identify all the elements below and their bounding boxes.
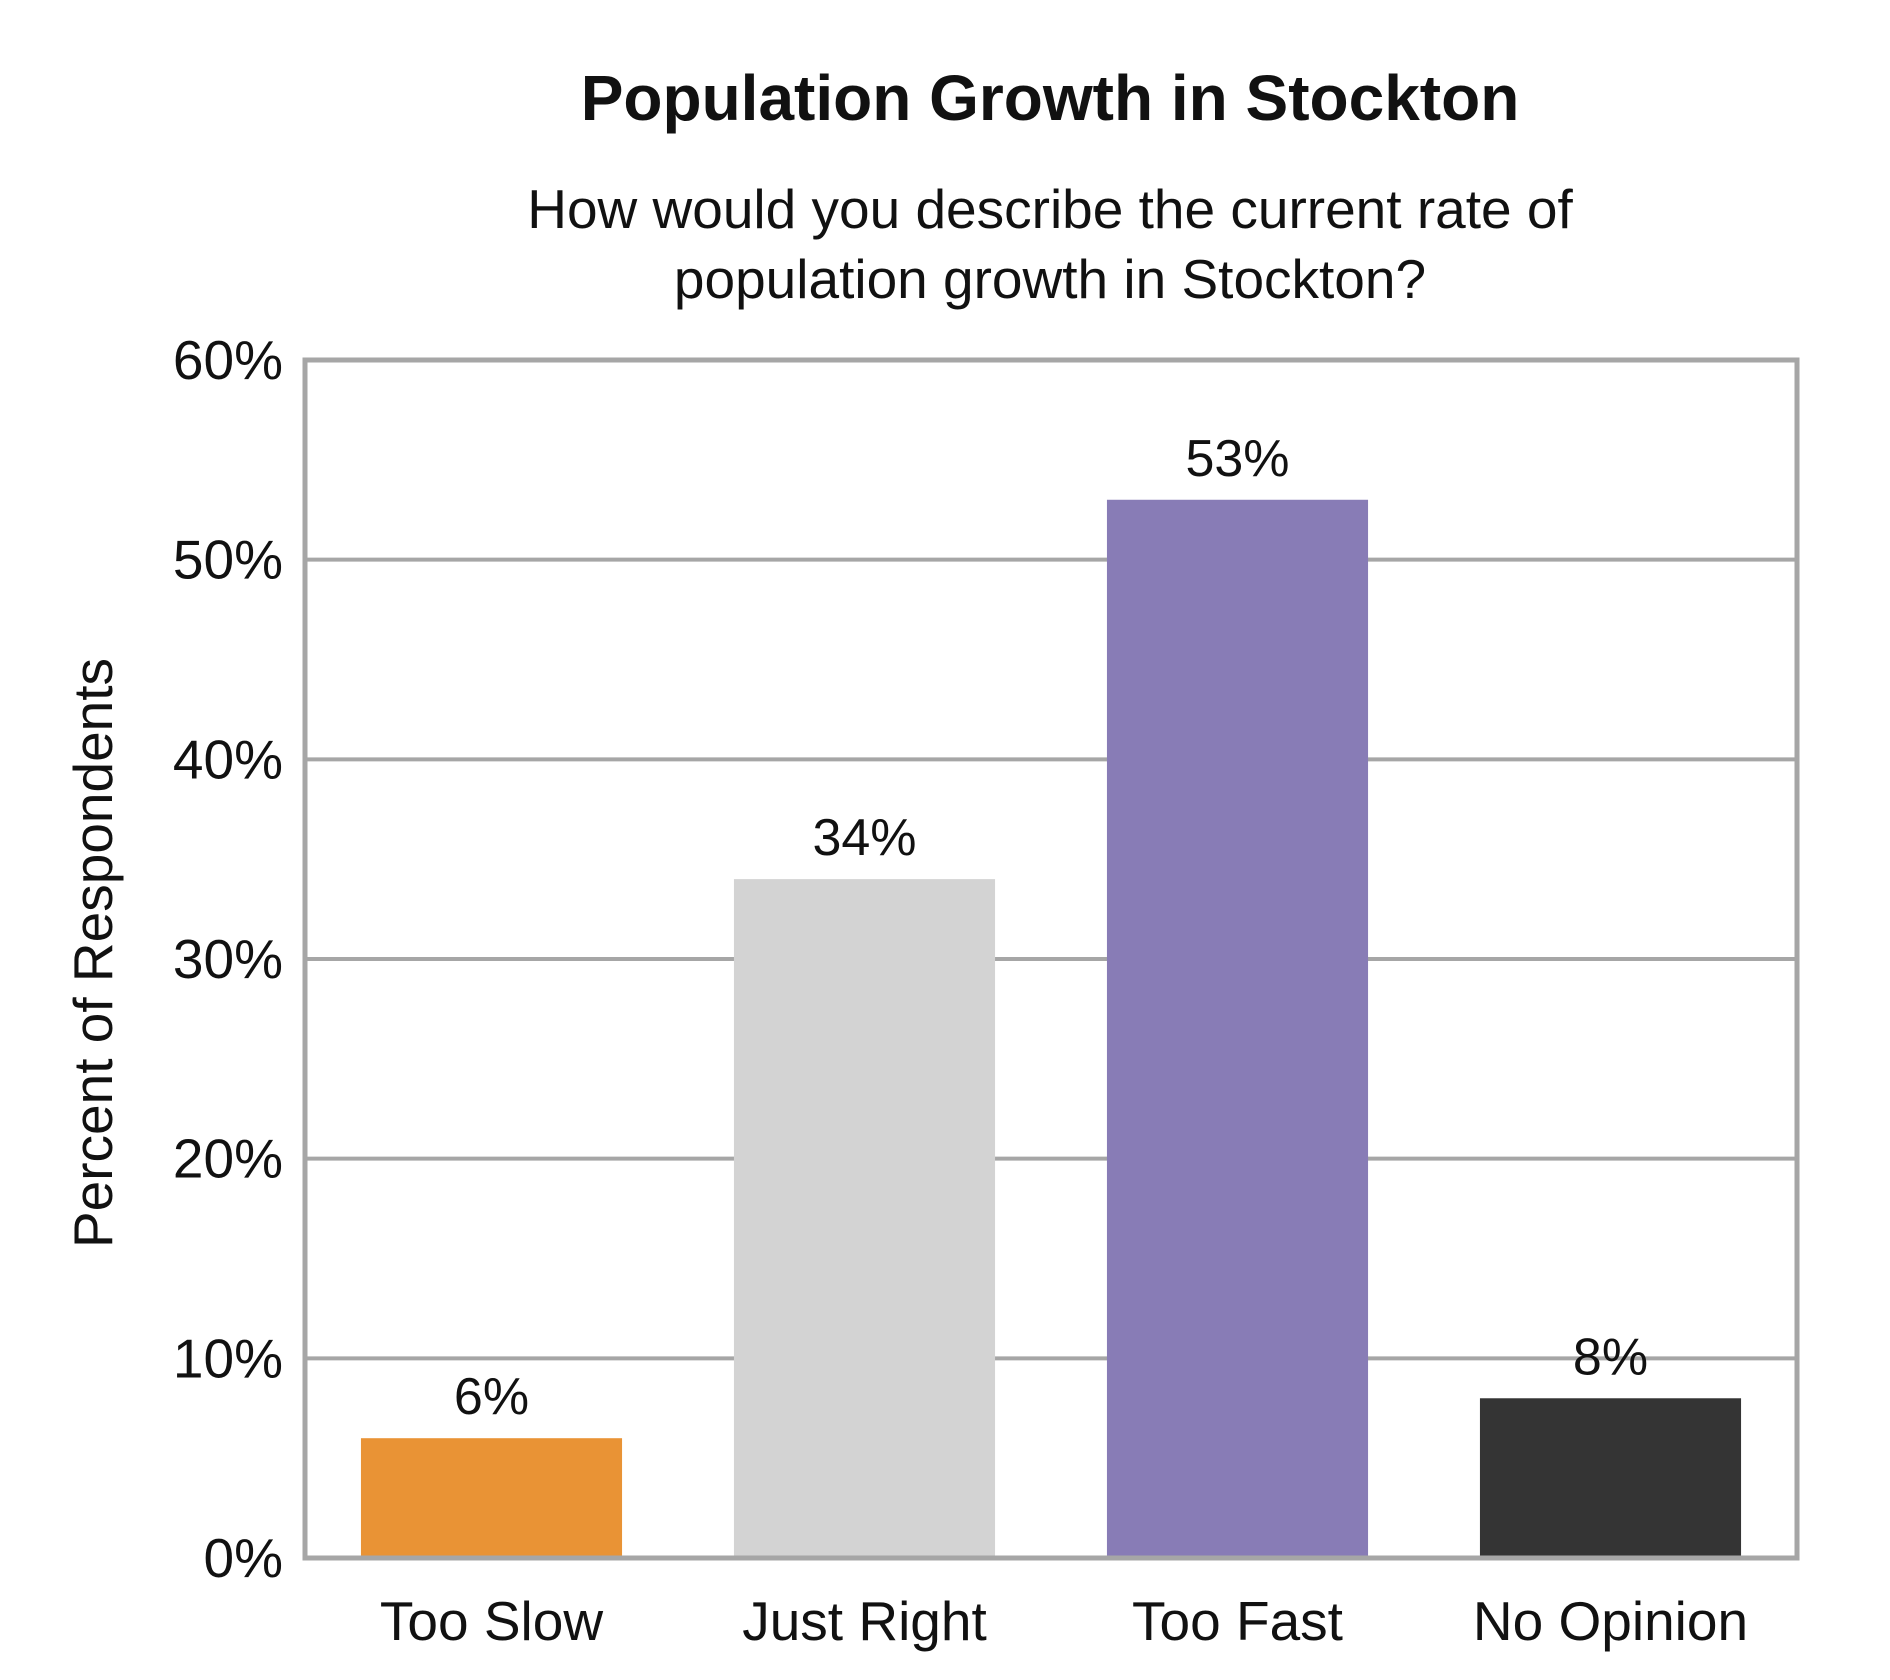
bar-no-opinion (1479, 1398, 1742, 1558)
y-axis-ticks: 0% 10% 20% 30% 40% 50% 60% (173, 329, 283, 1589)
chart-subtitle-line-1: How would you describe the current rate … (527, 178, 1573, 240)
bar-just-right (733, 879, 996, 1558)
chart-subtitle-line-2: population growth in Stockton? (674, 248, 1426, 310)
y-axis-label: Percent of Respondents (62, 658, 124, 1248)
chart-title: Population Growth in Stockton (581, 62, 1520, 134)
data-label: 6% (454, 1368, 529, 1426)
bars (360, 499, 1742, 1559)
x-axis-category-labels: Too Slow Just Right Too Fast No Opinion (380, 1590, 1748, 1652)
y-tick-label: 20% (173, 1128, 283, 1190)
gridlines (305, 557, 1797, 1361)
y-tick-label: 0% (204, 1527, 284, 1589)
data-label: 53% (1185, 430, 1289, 488)
x-category-label: Too Slow (380, 1590, 603, 1652)
y-tick-label: 10% (173, 1327, 283, 1389)
y-tick-label: 40% (173, 728, 283, 790)
data-labels: 6% 34% 53% 8% (454, 430, 1648, 1426)
x-category-label: Just Right (742, 1590, 987, 1652)
x-category-label: Too Fast (1132, 1590, 1343, 1652)
y-tick-label: 30% (173, 928, 283, 990)
plot-frame (302, 357, 1800, 1561)
data-label: 34% (812, 809, 916, 867)
y-tick-label: 60% (173, 329, 283, 391)
y-tick-label: 50% (173, 529, 283, 591)
bar-too-fast (1106, 499, 1369, 1559)
x-category-label: No Opinion (1473, 1590, 1748, 1652)
bar-too-slow (360, 1438, 623, 1558)
data-label: 8% (1573, 1328, 1648, 1386)
